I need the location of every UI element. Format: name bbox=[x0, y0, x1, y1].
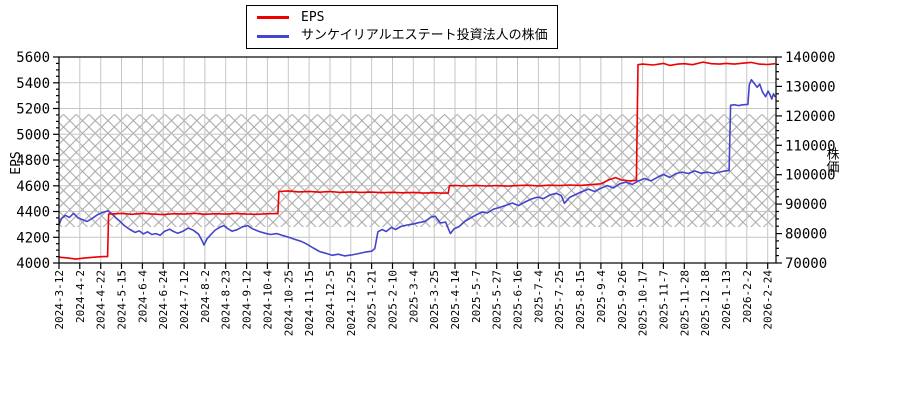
svg-text:110000: 110000 bbox=[785, 138, 836, 154]
svg-text:2026-2-2: 2026-2-2 bbox=[741, 270, 754, 323]
svg-text:140000: 140000 bbox=[785, 50, 836, 66]
svg-text:70000: 70000 bbox=[785, 256, 827, 272]
eps-legend-label: EPS bbox=[301, 9, 325, 25]
svg-text:100000: 100000 bbox=[785, 168, 836, 184]
svg-text:2024-7-12: 2024-7-12 bbox=[178, 270, 191, 330]
svg-text:2025-6-16: 2025-6-16 bbox=[512, 270, 525, 330]
svg-text:2024-4-22: 2024-4-22 bbox=[95, 270, 108, 330]
svg-text:130000: 130000 bbox=[785, 79, 836, 95]
svg-text:90000: 90000 bbox=[785, 197, 827, 213]
svg-text:2024-10-4: 2024-10-4 bbox=[261, 270, 274, 330]
stock-price-legend-label: サンケイリアルエステート投資法人の株価 bbox=[301, 28, 548, 44]
svg-text:5000: 5000 bbox=[16, 127, 50, 143]
legend: EPS サンケイリアルエステート投資法人の株価 bbox=[246, 5, 558, 49]
svg-text:2024-12-25: 2024-12-25 bbox=[345, 270, 358, 336]
svg-text:4800: 4800 bbox=[16, 153, 50, 169]
svg-text:80000: 80000 bbox=[785, 227, 827, 243]
gridlines bbox=[58, 56, 776, 264]
svg-text:2024-4-2: 2024-4-2 bbox=[74, 270, 87, 323]
svg-text:2025-12-18: 2025-12-18 bbox=[699, 270, 712, 336]
data-series-lines bbox=[58, 61, 776, 260]
svg-text:2025-7-4: 2025-7-4 bbox=[532, 270, 545, 323]
y-left-axis-title: EPS bbox=[9, 151, 24, 174]
svg-text:2025-2-10: 2025-2-10 bbox=[387, 270, 400, 330]
svg-text:5200: 5200 bbox=[16, 102, 50, 118]
axis-tick-labels: 4000 4200 4400 4600 4800 5000 5200 5400 5600 7000… bbox=[16, 50, 835, 336]
hatched-band bbox=[59, 114, 776, 227]
svg-text:120000: 120000 bbox=[785, 109, 836, 125]
svg-text:2024-8-23: 2024-8-23 bbox=[220, 270, 233, 330]
svg-text:4200: 4200 bbox=[16, 230, 50, 246]
svg-text:2026-2-24: 2026-2-24 bbox=[762, 270, 775, 330]
svg-text:2025-8-15: 2025-8-15 bbox=[574, 270, 587, 330]
svg-text:2024-10-25: 2024-10-25 bbox=[282, 270, 295, 336]
svg-text:2025-1-21: 2025-1-21 bbox=[366, 270, 379, 330]
svg-text:2025-10-17: 2025-10-17 bbox=[637, 270, 650, 336]
svg-text:5600: 5600 bbox=[16, 50, 50, 66]
svg-text:4400: 4400 bbox=[16, 205, 50, 221]
svg-text:2025-3-4: 2025-3-4 bbox=[407, 270, 420, 323]
svg-text:2024-3-12: 2024-3-12 bbox=[53, 270, 66, 330]
svg-text:2024-12-5: 2024-12-5 bbox=[324, 270, 337, 330]
svg-text:2025-4-14: 2025-4-14 bbox=[449, 270, 462, 330]
svg-text:4000: 4000 bbox=[16, 256, 50, 272]
svg-text:5400: 5400 bbox=[16, 76, 50, 92]
legend-item-eps: EPS bbox=[247, 9, 557, 27]
svg-text:2025-9-26: 2025-9-26 bbox=[616, 270, 629, 330]
svg-text:2024-11-15: 2024-11-15 bbox=[303, 270, 316, 336]
svg-text:2026-1-13: 2026-1-13 bbox=[720, 270, 733, 330]
stock-price-line-swatch bbox=[257, 34, 289, 38]
svg-text:2024-6-4: 2024-6-4 bbox=[136, 270, 149, 323]
svg-text:2025-9-4: 2025-9-4 bbox=[595, 270, 608, 323]
svg-text:2024-8-2: 2024-8-2 bbox=[199, 270, 212, 323]
svg-text:2024-6-24: 2024-6-24 bbox=[157, 270, 170, 330]
svg-text:2024-9-12: 2024-9-12 bbox=[241, 270, 254, 330]
svg-text:2025-11-28: 2025-11-28 bbox=[678, 270, 691, 336]
svg-text:2025-5-27: 2025-5-27 bbox=[491, 270, 504, 330]
eps-line-swatch bbox=[257, 16, 289, 20]
svg-text:2025-3-25: 2025-3-25 bbox=[428, 270, 441, 330]
plot-frame-and-ticks bbox=[53, 56, 782, 269]
legend-item-stock-price: サンケイリアルエステート投資法人の株価 bbox=[247, 27, 557, 45]
svg-text:4600: 4600 bbox=[16, 179, 50, 195]
svg-text:2024-5-15: 2024-5-15 bbox=[116, 270, 129, 330]
svg-text:2025-7-25: 2025-7-25 bbox=[553, 270, 566, 330]
svg-text:2025-11-7: 2025-11-7 bbox=[657, 270, 670, 330]
svg-text:2025-5-7: 2025-5-7 bbox=[470, 270, 483, 323]
y-right-axis-title: 株価 bbox=[824, 147, 840, 173]
